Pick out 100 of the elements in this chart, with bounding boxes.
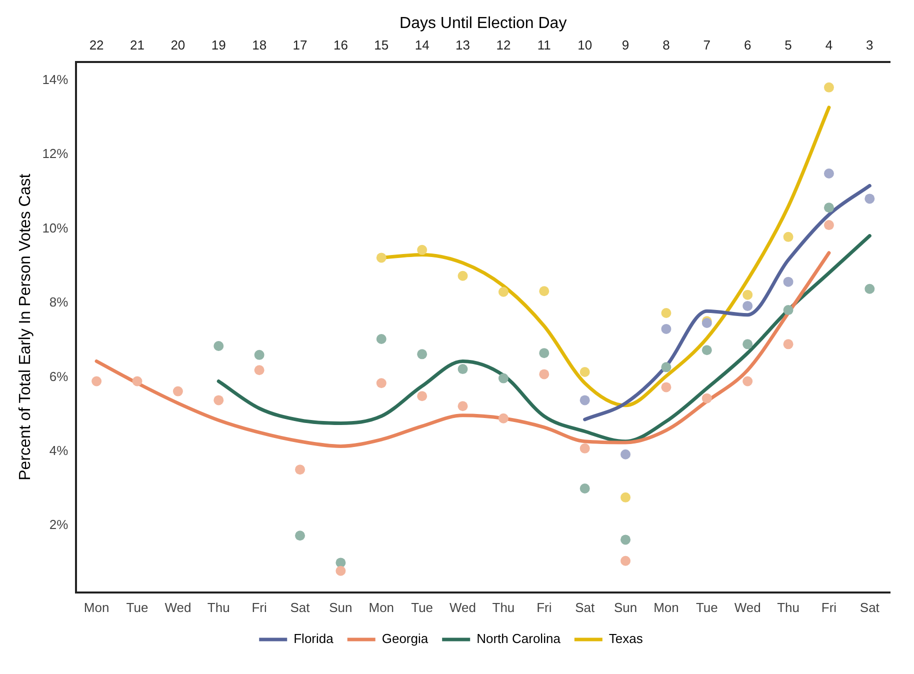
point [742, 376, 753, 386]
point [376, 378, 386, 388]
point [539, 369, 550, 380]
point [864, 194, 875, 204]
x2-tick-label: 18 [252, 38, 267, 53]
x-tick-label: Sat [575, 600, 595, 615]
x2-tick-label: 12 [496, 38, 511, 53]
point [458, 270, 468, 281]
point [539, 348, 550, 358]
x-tick-label: Wed [734, 600, 761, 615]
y-tick-label: 4% [49, 442, 69, 458]
point [620, 556, 631, 566]
point [702, 345, 712, 356]
point [214, 395, 224, 406]
x2-axis-title: Days Until Election Day [400, 15, 567, 32]
x2-tick-label: 14 [414, 38, 430, 53]
x2-tick-label: 9 [622, 38, 630, 53]
x-tick-label: Mon [84, 600, 110, 615]
point [580, 395, 590, 406]
point [498, 413, 508, 424]
point [783, 339, 794, 350]
x-tick-label: Fri [821, 600, 837, 615]
x2-tick-label: 6 [744, 38, 752, 53]
point [580, 443, 590, 454]
y-tick-label: 8% [49, 294, 69, 310]
x-tick-label: Thu [777, 600, 800, 615]
point [254, 350, 264, 360]
point [824, 168, 834, 178]
x-tick-label: Mon [368, 600, 394, 615]
x2-tick-label: 10 [578, 38, 592, 53]
point [376, 252, 386, 263]
point [824, 202, 834, 213]
point [539, 286, 550, 296]
point [417, 244, 428, 255]
point [580, 366, 590, 377]
y-tick-label: 6% [49, 368, 69, 384]
x2-tick-label: 4 [825, 38, 833, 53]
legend-label: Texas [608, 631, 644, 646]
point [620, 534, 631, 545]
x2-tick-label: 8 [662, 38, 670, 53]
point [132, 376, 142, 386]
x-tick-label: Thu [492, 600, 515, 615]
point [661, 324, 672, 334]
point [214, 341, 224, 352]
point [661, 362, 672, 372]
x2-tick-label: 7 [703, 38, 711, 53]
point [742, 290, 753, 300]
x-tick-label: Sat [860, 600, 880, 615]
x2-tick-label: 16 [333, 38, 348, 53]
point [620, 492, 631, 502]
point [661, 308, 672, 318]
x2-tick-label: 13 [456, 38, 470, 53]
point [92, 376, 102, 386]
point [620, 449, 631, 460]
x2-tick-label: 22 [89, 38, 104, 53]
x-tick-label: Thu [207, 600, 230, 615]
x-tick-label: Tue [126, 600, 148, 615]
x2-tick-label: 20 [170, 38, 186, 53]
point [783, 276, 794, 287]
x-tick-label: Mon [654, 600, 679, 615]
point [417, 391, 428, 402]
point [864, 284, 875, 294]
point [580, 484, 590, 494]
point [295, 464, 306, 475]
x-tick-label: Tue [411, 600, 434, 615]
y-tick-label: 12% [42, 146, 69, 162]
legend-label: Florida [294, 631, 334, 646]
x-tick-label: Sun [614, 600, 638, 615]
point [417, 349, 428, 360]
point [254, 365, 264, 376]
point [783, 232, 794, 242]
point [702, 393, 712, 404]
x2-tick-label: 19 [211, 38, 226, 53]
point [458, 364, 468, 374]
point [742, 300, 753, 311]
point [783, 305, 794, 316]
x-tick-label: Sat [290, 600, 310, 615]
x-tick-label: Fri [536, 600, 552, 615]
point [172, 386, 183, 396]
x2-tick-label: 21 [130, 38, 144, 53]
y-tick-label: 14% [42, 72, 69, 87]
point [336, 566, 346, 576]
point [376, 334, 386, 344]
line-series [216, 234, 872, 444]
line-series [583, 184, 872, 422]
x-tick-label: Fri [252, 600, 268, 615]
x2-tick-label: 3 [866, 38, 874, 53]
y-tick-label: 2% [49, 517, 69, 532]
x-tick-label: Wed [164, 600, 192, 615]
legend-label: North Carolina [476, 631, 562, 646]
point [458, 401, 468, 412]
point [824, 220, 834, 230]
x2-tick-label: 17 [292, 38, 308, 53]
x-tick-label: Wed [450, 600, 476, 615]
point [498, 373, 508, 384]
point [498, 286, 508, 297]
point [661, 382, 672, 392]
point [295, 530, 306, 541]
x2-tick-label: 11 [537, 38, 551, 53]
x-tick-label: Sun [329, 600, 352, 615]
